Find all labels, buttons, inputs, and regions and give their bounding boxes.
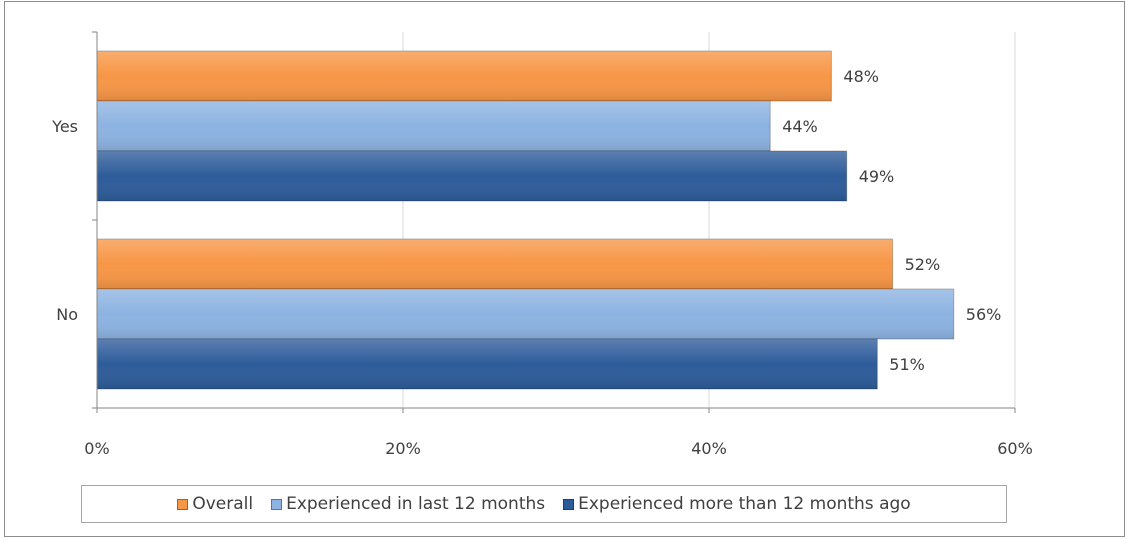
x-tick-label: 20%: [385, 439, 421, 458]
data-label: 51%: [889, 355, 925, 374]
x-tick-label: 40%: [691, 439, 727, 458]
legend-swatch-last-12-months: [271, 498, 283, 510]
bars: [96, 50, 955, 390]
bar-shade: [97, 151, 847, 201]
legend-item-more-than-12-months: Experienced more than 12 months ago: [563, 494, 911, 514]
legend-label: Experienced in last 12 months: [286, 494, 546, 514]
bar-shade: [97, 239, 893, 289]
data-label: 56%: [966, 305, 1002, 324]
data-label: 44%: [782, 117, 818, 136]
bar-shade: [97, 339, 878, 389]
bar-shade: [97, 51, 832, 101]
legend-item-last-12-months: Experienced in last 12 months: [271, 494, 545, 514]
legend-label: Overall: [192, 494, 254, 514]
x-tick-label: 60%: [997, 439, 1033, 458]
y-category-label: Yes: [51, 117, 78, 136]
data-labels: 48% 44% 49% 52% 56% 51%: [782, 67, 1001, 374]
y-category-label: No: [56, 305, 78, 324]
legend-swatch-more-than-12-months: [563, 498, 575, 510]
legend-swatch-overall: [177, 498, 189, 510]
axes: 0% 20% 40% 60% Yes No: [51, 31, 1033, 458]
x-tick-label: 0%: [84, 439, 109, 458]
data-label: 49%: [859, 167, 895, 186]
bar-chart: 0% 20% 40% 60% Yes No 48% 44% 49% 52% 56% 51%: [51, 31, 1033, 458]
data-label: 48%: [843, 67, 879, 86]
legend-item-overall: Overall: [177, 494, 253, 514]
legend-label: Experienced more than 12 months ago: [578, 494, 911, 514]
bar-shade: [97, 289, 954, 339]
legend: Overall Experienced in last 12 months Ex…: [81, 485, 1007, 523]
data-label: 52%: [905, 255, 941, 274]
bar-shade: [97, 101, 771, 151]
